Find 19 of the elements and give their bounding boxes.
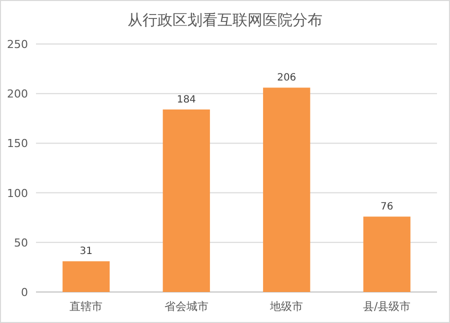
x-tick-label: 县/县级市 bbox=[363, 300, 411, 313]
bar bbox=[263, 88, 310, 292]
bar bbox=[363, 216, 410, 292]
bar bbox=[62, 261, 110, 292]
x-tick-label: 直辖市 bbox=[70, 300, 103, 313]
chart-title: 从行政区划看互联网医院分布 bbox=[128, 11, 322, 29]
y-tick-label: 200 bbox=[7, 88, 28, 101]
data-label: 184 bbox=[176, 94, 196, 106]
y-tick-label: 250 bbox=[7, 38, 28, 51]
y-tick-label: 0 bbox=[21, 286, 28, 299]
x-tick-label: 省会城市 bbox=[164, 300, 208, 313]
data-label: 206 bbox=[277, 72, 296, 84]
x-tick-label: 地级市 bbox=[269, 300, 304, 313]
bar bbox=[162, 109, 210, 292]
data-label: 31 bbox=[80, 246, 92, 258]
data-label: 76 bbox=[380, 202, 394, 213]
y-tick-label: 100 bbox=[7, 186, 28, 200]
y-tick-label: 50 bbox=[14, 236, 28, 250]
y-tick-label: 150 bbox=[7, 137, 28, 150]
